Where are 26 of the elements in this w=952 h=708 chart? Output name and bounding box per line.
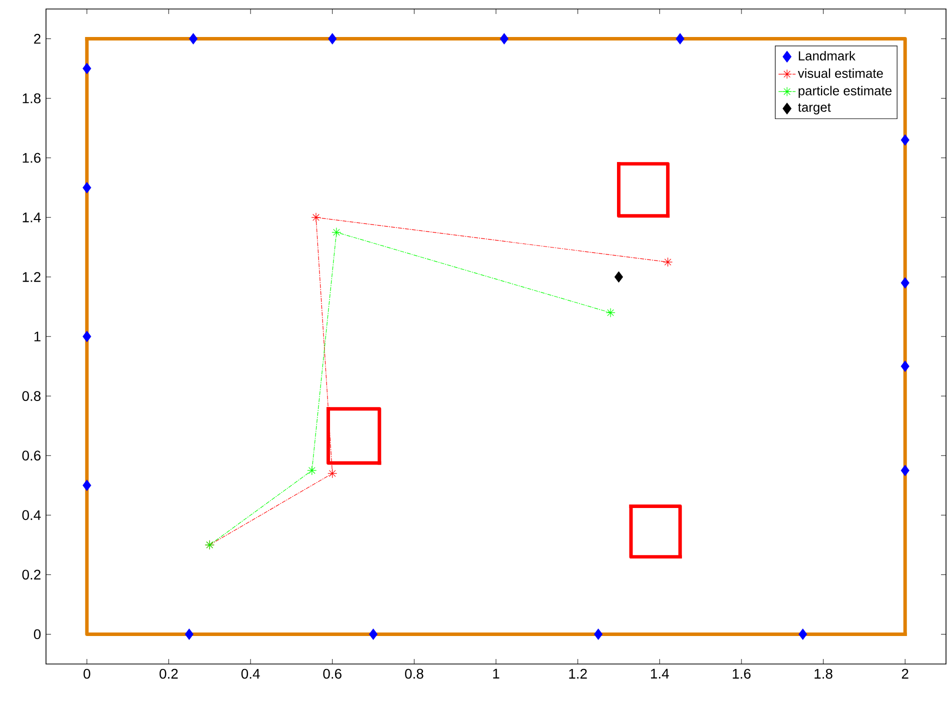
x-tick-label: 2 (902, 668, 908, 679)
x-tick-label: 0 (84, 668, 90, 679)
y-tick-label: 1.2 (22, 272, 40, 282)
x-tick-label: 0.8 (405, 668, 424, 679)
y-tick-label: 2 (34, 34, 40, 44)
y-tick-label: 1 (34, 332, 40, 342)
x-tick-label: 0.4 (241, 668, 260, 679)
y-tick-label: 0.2 (22, 570, 40, 580)
y-tick-label: 0.6 (22, 450, 41, 461)
x-tick-label: 0.6 (323, 668, 342, 679)
y-tick-label: 1.6 (22, 152, 41, 163)
x-tick-label: 1.6 (732, 668, 751, 679)
x-tick-label: 0.2 (160, 668, 178, 679)
legend-label: particle estimate (798, 86, 892, 98)
x-tick-label: 1.4 (651, 668, 669, 678)
x-tick-label: 1.8 (814, 668, 832, 679)
x-tick-label: 1 (493, 668, 500, 678)
y-tick-label: 0 (34, 629, 41, 640)
y-tick-label: 1.8 (22, 93, 41, 104)
y-tick-label: 1.4 (22, 212, 41, 222)
x-tick-label: 1.2 (569, 668, 587, 679)
legend-label: Landmark (798, 50, 856, 60)
legend-label: target (798, 103, 831, 114)
y-tick-label: 0.4 (22, 510, 41, 520)
legend-label: visual estimate (798, 68, 883, 78)
y-tick-label: 0.8 (22, 391, 41, 401)
